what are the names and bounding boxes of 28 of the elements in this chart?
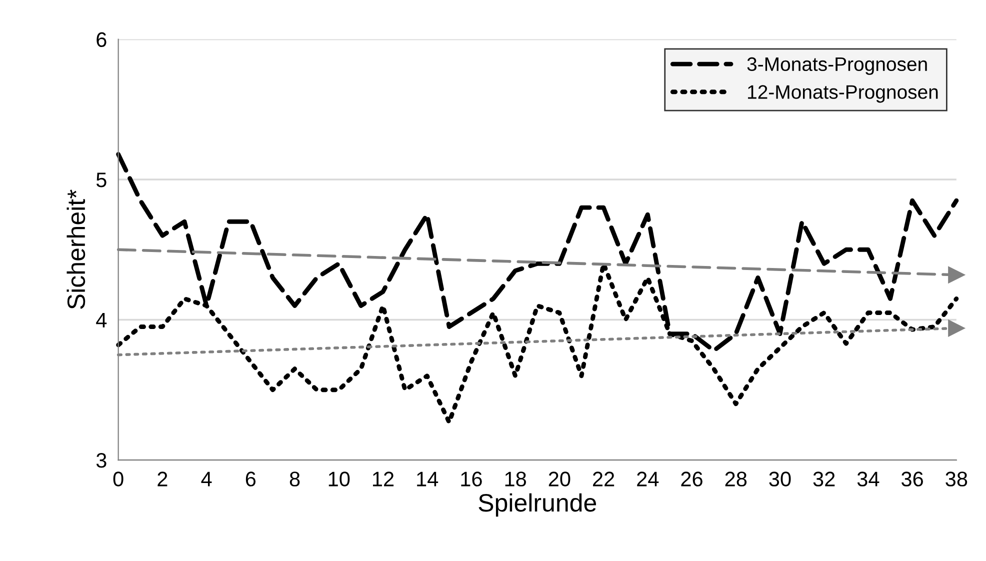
x-axis-title: Spielrunde bbox=[478, 493, 596, 517]
legend-label: 3-Monats-Prognosen bbox=[747, 57, 927, 75]
x-tick-label: 22 bbox=[593, 472, 614, 486]
x-tick-label: 24 bbox=[637, 472, 659, 486]
x-tick-label: 26 bbox=[681, 472, 702, 486]
x-tick-label: 6 bbox=[246, 472, 256, 486]
x-tick-label: 4 bbox=[201, 472, 212, 486]
x-tick-label: 38 bbox=[946, 472, 968, 486]
x-tick-label: 30 bbox=[769, 472, 791, 486]
y-tick-label: 3 bbox=[96, 453, 106, 468]
x-tick-label: 10 bbox=[328, 472, 350, 486]
x-tick-label: 16 bbox=[461, 472, 482, 486]
x-tick-label: 0 bbox=[113, 472, 124, 486]
y-tick-label: 5 bbox=[96, 172, 106, 188]
x-tick-label: 14 bbox=[417, 472, 438, 486]
x-tick-label: 20 bbox=[548, 472, 570, 486]
x-tick-label: 34 bbox=[857, 472, 880, 486]
x-tick-label: 8 bbox=[290, 472, 300, 486]
x-tick-label: 32 bbox=[813, 472, 835, 486]
x-tick-label: 28 bbox=[725, 472, 747, 486]
x-tick-label: 12 bbox=[372, 472, 394, 486]
x-tick-label: 36 bbox=[902, 472, 923, 486]
y-axis-title: Sicherheit* bbox=[66, 190, 86, 309]
y-tick-label: 4 bbox=[96, 312, 107, 328]
legend-label: 12-Monats-Prognosen bbox=[748, 85, 938, 103]
x-tick-label: 18 bbox=[505, 472, 526, 486]
y-tick-label: 6 bbox=[96, 32, 106, 48]
x-tick-label: 2 bbox=[158, 472, 168, 486]
